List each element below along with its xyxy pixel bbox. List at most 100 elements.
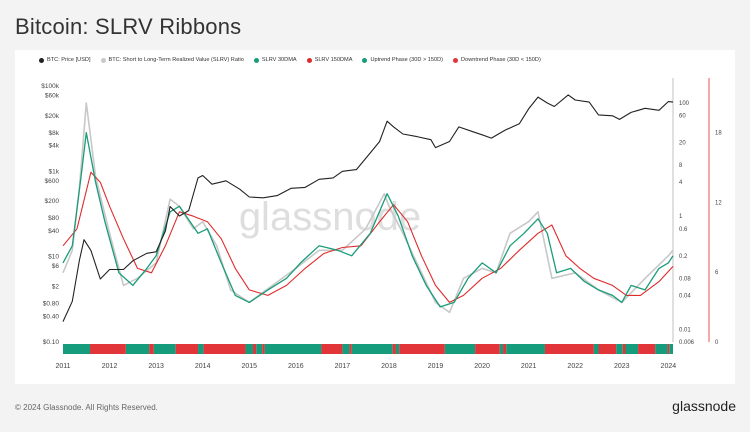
phase-segment-uptrend: [593, 344, 599, 354]
legend-item-downtrend[interactable]: Downtrend Phase (30D < 150D): [453, 57, 541, 63]
phase-segment-uptrend: [395, 344, 400, 354]
y-left-tick-label: $60k: [45, 92, 60, 99]
legend-item-ma150[interactable]: SLRV 150DMA: [306, 57, 352, 63]
phase-segment-uptrend: [245, 344, 253, 354]
y-left-tick-label: $0.80: [43, 300, 60, 307]
series-price-line: [62, 94, 674, 322]
x-tick-label: 2011: [55, 363, 70, 370]
chart-grid: [672, 78, 710, 342]
x-tick-label: 2021: [521, 363, 537, 370]
y-outer-tick-label: 0: [715, 340, 719, 346]
legend-item-ratio[interactable]: BTC: Short to Long-Term Realized Value (…: [100, 57, 244, 63]
y-right-tick-label: 100: [679, 101, 690, 107]
phase-segment-uptrend: [669, 344, 673, 354]
series-layer: [62, 94, 674, 322]
x-tick-label: 2014: [195, 363, 211, 370]
series-ratio-line: [62, 102, 674, 314]
legend-swatch-downtrend: [453, 57, 459, 63]
y-right-tick-label: 0.2: [679, 254, 688, 260]
phase-segment-downtrend: [622, 344, 626, 354]
legend-item-price[interactable]: BTC: Price [USD]: [39, 57, 91, 63]
phase-segment-uptrend: [499, 344, 504, 354]
phase-bar: [63, 344, 673, 354]
legend-swatch-ma150: [306, 57, 312, 63]
y-right-tick-label: 0.006: [679, 340, 695, 346]
legend-item-uptrend[interactable]: Uptrend Phase (30D > 150D): [362, 57, 443, 63]
legend-label-ma30: SLRV 30DMA: [261, 57, 297, 63]
phase-segment-uptrend: [444, 344, 476, 354]
x-tick-label: 2022: [567, 363, 583, 370]
phase-segment-downtrend: [175, 344, 199, 354]
phase-segment-uptrend: [256, 344, 263, 354]
x-tick-label: 2016: [288, 363, 304, 370]
y-left-tick-label: $0.10: [43, 339, 60, 346]
series-ma30-line: [62, 131, 674, 308]
footer-copyright: © 2024 Glassnode. All Rights Reserved.: [15, 403, 158, 412]
phase-segment-downtrend: [203, 344, 246, 354]
phase-segment-downtrend: [399, 344, 445, 354]
phase-segment-uptrend: [63, 344, 91, 354]
x-tick-label: 2015: [241, 363, 257, 370]
phase-segment-uptrend: [125, 344, 150, 354]
legend-label-downtrend: Downtrend Phase (30D < 150D): [461, 57, 541, 63]
phase-segment-uptrend: [655, 344, 668, 354]
y-outer-tick-label: 18: [715, 131, 722, 137]
phase-segment-downtrend: [149, 344, 154, 354]
phase-segment-downtrend: [321, 344, 343, 354]
phase-segment-uptrend: [506, 344, 545, 354]
phase-segment-downtrend: [349, 344, 352, 354]
legend-swatch-ratio: [100, 57, 106, 63]
phase-segment-downtrend: [252, 344, 257, 354]
phase-segment-downtrend: [262, 344, 265, 354]
chart-title: Bitcoin: SLRV Ribbons: [15, 14, 242, 39]
y-left-tick-label: $6: [52, 263, 60, 270]
y-left-tick-label: $600: [45, 178, 60, 185]
y-right-tick-label: 8: [679, 163, 683, 169]
legend-swatch-uptrend: [362, 57, 368, 63]
legend-label-ratio: BTC: Short to Long-Term Realized Value (…: [108, 57, 244, 63]
y-left-tick-label: $2: [52, 283, 60, 290]
chart-svg[interactable]: glassnode $100k$60k$20k$8k$4k$1k$600$200…: [15, 50, 735, 384]
footer-brand-logo: glassnode: [672, 398, 736, 414]
y-left-tick-label: $8k: [49, 130, 60, 137]
series-ma150-line: [62, 171, 674, 303]
chart-legend: BTC: Price [USD] BTC: Short to Long-Term…: [39, 57, 541, 63]
x-axis: 2011 2012 2013 2014 2015 2016 2017 2018 2019 2020…: [55, 363, 676, 370]
y-right-tick-label: 0.04: [679, 293, 691, 299]
phase-segment-downtrend: [598, 344, 617, 354]
y-left-tick-label: $10: [48, 254, 59, 261]
x-tick-label: 2024: [661, 363, 677, 370]
phase-segment-uptrend: [153, 344, 176, 354]
x-tick-label: 2012: [102, 363, 118, 370]
phase-segment-uptrend: [625, 344, 639, 354]
y-right-tick-label: 1: [679, 214, 683, 220]
y-right-tick-label: 0.6: [679, 227, 688, 233]
x-tick-label: 2018: [381, 363, 397, 370]
phase-segment-uptrend: [351, 344, 393, 354]
phase-segment-downtrend: [90, 344, 126, 354]
legend-item-ma30[interactable]: SLRV 30DMA: [253, 57, 297, 63]
y-axis-left: $100k $60k $20k $8k $4k $1k $600 $200 $80 $40 $10 $…: [41, 83, 59, 346]
y-left-tick-label: $0.40: [43, 313, 60, 320]
y-outer-tick-label: 6: [715, 270, 719, 276]
y-left-tick-label: $100k: [41, 83, 59, 90]
y-axis-right: 100 60 20 8 4 1 0.6 0.2 0.08 0.04 0.01 0.006: [679, 101, 695, 346]
y-left-tick-label: $20k: [45, 113, 60, 120]
legend-swatch-ma30: [253, 57, 259, 63]
phase-segment-downtrend: [475, 344, 500, 354]
legend-label-price: BTC: Price [USD]: [47, 57, 91, 63]
phase-segment-uptrend: [342, 344, 350, 354]
x-tick-label: 2013: [148, 363, 164, 370]
y-right-tick-label: 4: [679, 180, 683, 186]
phase-segment-uptrend: [264, 344, 322, 354]
x-tick-label: 2020: [474, 363, 490, 370]
phase-segment-downtrend: [667, 344, 670, 354]
x-tick-label: 2023: [614, 363, 630, 370]
y-left-tick-label: $40: [48, 228, 59, 235]
y-outer-tick-label: 12: [715, 200, 722, 206]
phase-segment-uptrend: [616, 344, 623, 354]
y-left-tick-label: $80: [48, 215, 59, 222]
phase-segment-downtrend: [503, 344, 507, 354]
phase-segment-downtrend: [544, 344, 594, 354]
legend-label-uptrend: Uptrend Phase (30D > 150D): [370, 57, 444, 63]
